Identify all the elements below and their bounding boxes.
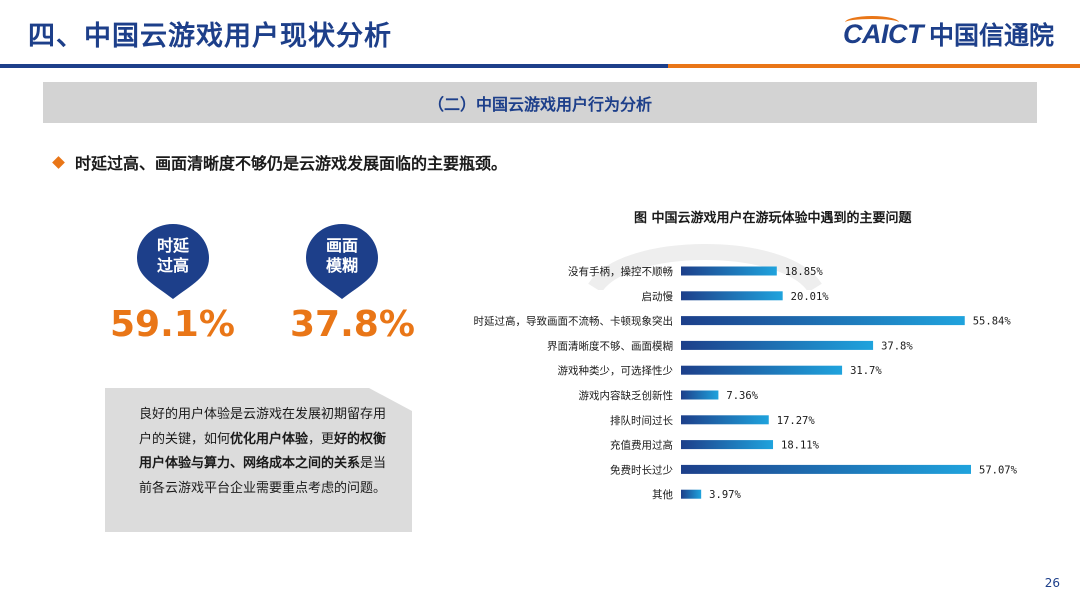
- key-point-text: 时延过高、画面清晰度不够仍是云游戏发展面临的主要瓶颈。: [75, 154, 508, 173]
- note-part-2: ，更: [308, 431, 335, 447]
- note-text: 良好的用户体验是云游戏在发展初期留存用户的关键，如何优化用户体验，更好的权衡用户…: [139, 403, 389, 501]
- category-label: 充值费用过高: [610, 439, 673, 452]
- note-bold-1: 优化用户体验: [230, 431, 309, 447]
- logo-en: CAICT: [843, 15, 923, 50]
- blur-pin-line2: 模糊: [325, 256, 358, 275]
- blur-pin-line1: 画面: [325, 236, 358, 255]
- bar-chart: 没有手柄，操控不顺畅 18.85% 启动慢 20.01% 时延过高，导致画面不流畅、卡顿…: [474, 265, 1018, 501]
- category-label: 免费时长过少: [610, 463, 673, 476]
- category-label: 界面清晰度不够、画面模糊: [547, 339, 673, 352]
- blur-pin-icon: 画面 模糊: [304, 222, 380, 300]
- bar: [681, 390, 719, 400]
- bar: [681, 365, 843, 375]
- value-label: 37.8%: [881, 340, 913, 352]
- key-point: 时延过高、画面清晰度不够仍是云游戏发展面临的主要瓶颈。: [52, 150, 508, 174]
- value-label: 18.11%: [781, 440, 820, 452]
- latency-pin-label: 时延 过高: [135, 236, 211, 276]
- category-label: 时延过高，导致画面不流畅、卡顿现象突出: [474, 315, 674, 328]
- value-label: 31.7%: [850, 365, 882, 377]
- latency-pin-line1: 时延: [156, 236, 189, 255]
- watermark-arc: [585, 230, 825, 294]
- bar: [681, 464, 971, 474]
- note-box: [105, 388, 412, 532]
- note-bold-2: 好的权衡用户体验与算力、网络成本之间的关系: [139, 431, 387, 472]
- header-rule-blue: [0, 64, 668, 68]
- value-label: 17.27%: [777, 415, 816, 427]
- category-label: 排队时间过长: [610, 414, 673, 427]
- value-label: 7.36%: [726, 390, 758, 402]
- value-label: 55.84%: [973, 316, 1012, 328]
- section-banner: （二）中国云游戏用户行为分析: [43, 82, 1037, 123]
- bar: [681, 291, 783, 301]
- caict-logo: CAICT 中国信通院: [843, 15, 1054, 52]
- logo-cn: 中国信通院: [928, 21, 1054, 50]
- note-part-3: 是当前各云游戏平台企业需要重点考虑的问题。: [139, 456, 387, 496]
- bar: [681, 340, 874, 350]
- latency-percent: 59.1%: [110, 304, 235, 345]
- diamond-bullet-icon: [52, 155, 65, 169]
- value-label: 18.85%: [785, 266, 824, 278]
- bar: [681, 316, 965, 326]
- latency-pin-icon: 时延 过高: [135, 222, 211, 300]
- value-label: 3.97%: [709, 489, 741, 501]
- bar: [681, 415, 769, 425]
- blur-pin-label: 画面 模糊: [304, 236, 380, 276]
- note-part-1: 良好的用户体验是云游戏在发展初期留存用户的关键，如何: [139, 407, 387, 447]
- page-title: 四、中国云游戏用户现状分析: [28, 21, 392, 52]
- chart-title: 图 中国云游戏用户在游玩体验中遇到的主要问题: [634, 211, 912, 226]
- bar: [681, 266, 777, 276]
- header-rule-orange: [668, 64, 1080, 68]
- bar: [681, 489, 702, 499]
- section-banner-text: （二）中国云游戏用户行为分析: [427, 94, 652, 114]
- category-label: 游戏内容缺乏创新性: [579, 389, 674, 402]
- bar: [681, 440, 774, 450]
- value-label: 57.07%: [979, 464, 1018, 476]
- value-label: 20.01%: [791, 291, 830, 303]
- category-label: 游戏种类少，可选择性少: [558, 364, 674, 377]
- latency-pin-line2: 过高: [156, 256, 189, 275]
- page-number: 26: [1044, 576, 1060, 590]
- category-label: 启动慢: [642, 290, 674, 303]
- category-label: 其他: [652, 488, 673, 501]
- logo-arc: [844, 15, 899, 29]
- category-label: 没有手柄，操控不顺畅: [568, 265, 673, 278]
- blur-percent: 37.8%: [290, 304, 415, 345]
